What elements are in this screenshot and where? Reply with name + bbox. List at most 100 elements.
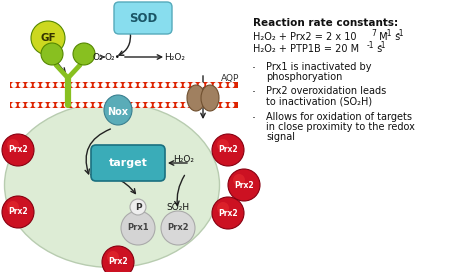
Circle shape [155,83,159,87]
Circle shape [109,103,114,107]
Text: O₂•⁻: O₂•⁻ [105,52,126,61]
Circle shape [102,83,106,87]
Circle shape [12,83,16,87]
Text: ·: · [252,112,256,125]
Circle shape [124,103,129,107]
Text: -1: -1 [367,41,374,50]
Circle shape [162,83,166,87]
Bar [10,82,238,88]
Circle shape [184,103,189,107]
Text: Prx1 is inactivated by: Prx1 is inactivated by [266,62,372,72]
Circle shape [207,83,211,87]
Circle shape [212,134,244,166]
Circle shape [42,83,46,87]
Text: phosphoryation: phosphoryation [266,72,342,82]
Circle shape [87,103,91,107]
Circle shape [222,103,226,107]
Circle shape [199,83,204,87]
Text: Prx2: Prx2 [218,146,238,154]
Ellipse shape [187,85,205,111]
Circle shape [7,201,19,213]
Circle shape [72,83,76,87]
Circle shape [192,103,196,107]
Circle shape [49,103,54,107]
Text: Prx1: Prx1 [127,224,149,233]
Text: M: M [376,32,388,42]
Circle shape [139,83,144,87]
Text: P: P [135,202,141,212]
Circle shape [27,83,31,87]
Text: ·: · [252,62,256,75]
Circle shape [42,103,46,107]
Text: 7: 7 [371,29,376,38]
Text: -1: -1 [379,41,386,50]
Text: Prx2: Prx2 [218,209,238,218]
Text: H₂O₂: H₂O₂ [173,156,194,165]
Circle shape [207,103,211,107]
Text: -1: -1 [385,29,392,38]
Text: Nox: Nox [108,107,128,117]
Circle shape [31,21,65,55]
Ellipse shape [104,95,132,125]
Circle shape [162,103,166,107]
Circle shape [64,83,69,87]
Text: Reaction rate constants:: Reaction rate constants: [253,18,398,28]
Circle shape [109,83,114,87]
Circle shape [132,83,136,87]
Circle shape [184,83,189,87]
Circle shape [94,103,99,107]
Circle shape [2,196,34,228]
Circle shape [72,103,76,107]
Circle shape [107,251,119,263]
Text: Prx2: Prx2 [167,224,189,233]
Text: H₂O₂ + Prx2 = 2 x 10: H₂O₂ + Prx2 = 2 x 10 [253,32,356,42]
Circle shape [102,246,134,272]
Circle shape [12,103,16,107]
Circle shape [132,103,136,107]
Circle shape [214,103,219,107]
Ellipse shape [4,103,219,267]
Ellipse shape [201,85,219,111]
Circle shape [19,83,24,87]
Circle shape [212,197,244,229]
Circle shape [34,83,39,87]
Circle shape [139,103,144,107]
Text: Allows for oxidation of targets: Allows for oxidation of targets [266,112,412,122]
Circle shape [147,83,151,87]
Circle shape [34,103,39,107]
Circle shape [79,83,84,87]
Circle shape [27,103,31,107]
Text: target: target [109,158,147,168]
Text: Prx2: Prx2 [8,146,28,154]
Text: H₂O₂ + PTP1B = 20 M: H₂O₂ + PTP1B = 20 M [253,44,359,54]
Text: AQP: AQP [221,73,239,82]
Circle shape [102,103,106,107]
Circle shape [192,83,196,87]
FancyBboxPatch shape [91,145,165,181]
Text: to inactivation (SO₂H): to inactivation (SO₂H) [266,96,372,106]
Circle shape [79,103,84,107]
Circle shape [7,139,19,151]
Circle shape [73,43,95,65]
Text: -1: -1 [397,29,404,38]
Text: Prx2: Prx2 [8,208,28,217]
Bar [10,88,238,102]
Circle shape [177,103,181,107]
Circle shape [87,83,91,87]
Circle shape [228,169,260,201]
Circle shape [2,134,34,166]
Circle shape [94,83,99,87]
Text: SO₂H: SO₂H [166,202,190,212]
Circle shape [222,83,226,87]
Text: Prx2: Prx2 [234,181,254,190]
Circle shape [130,199,146,215]
Circle shape [169,83,173,87]
Circle shape [161,211,195,245]
Bar [10,102,238,108]
Circle shape [117,83,121,87]
Text: SOD: SOD [129,11,157,24]
Text: GF: GF [40,33,56,43]
Circle shape [41,43,63,65]
Circle shape [217,139,229,151]
Circle shape [169,103,173,107]
